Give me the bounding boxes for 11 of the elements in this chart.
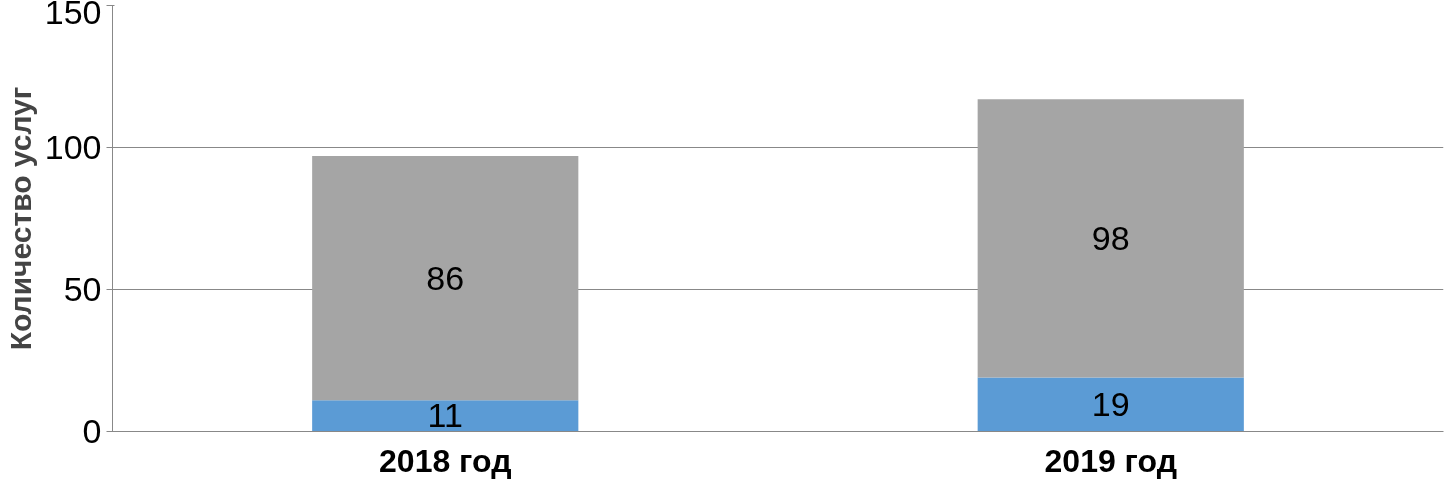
x-tick-label: 2019 год (1044, 442, 1177, 479)
y-tick-label: 0 (82, 412, 102, 450)
y-tick-label: 100 (44, 128, 102, 166)
data-label: 19 (1091, 385, 1130, 424)
y-tick-label: 150 (44, 0, 102, 31)
data-label: 86 (426, 258, 465, 297)
x-tick-label: 2018 год (379, 442, 512, 479)
data-label: 98 (1091, 218, 1130, 257)
y-tick-label: 50 (63, 270, 102, 308)
y-axis-title: Количество услуг (3, 86, 37, 351)
data-label: 11 (427, 396, 463, 435)
